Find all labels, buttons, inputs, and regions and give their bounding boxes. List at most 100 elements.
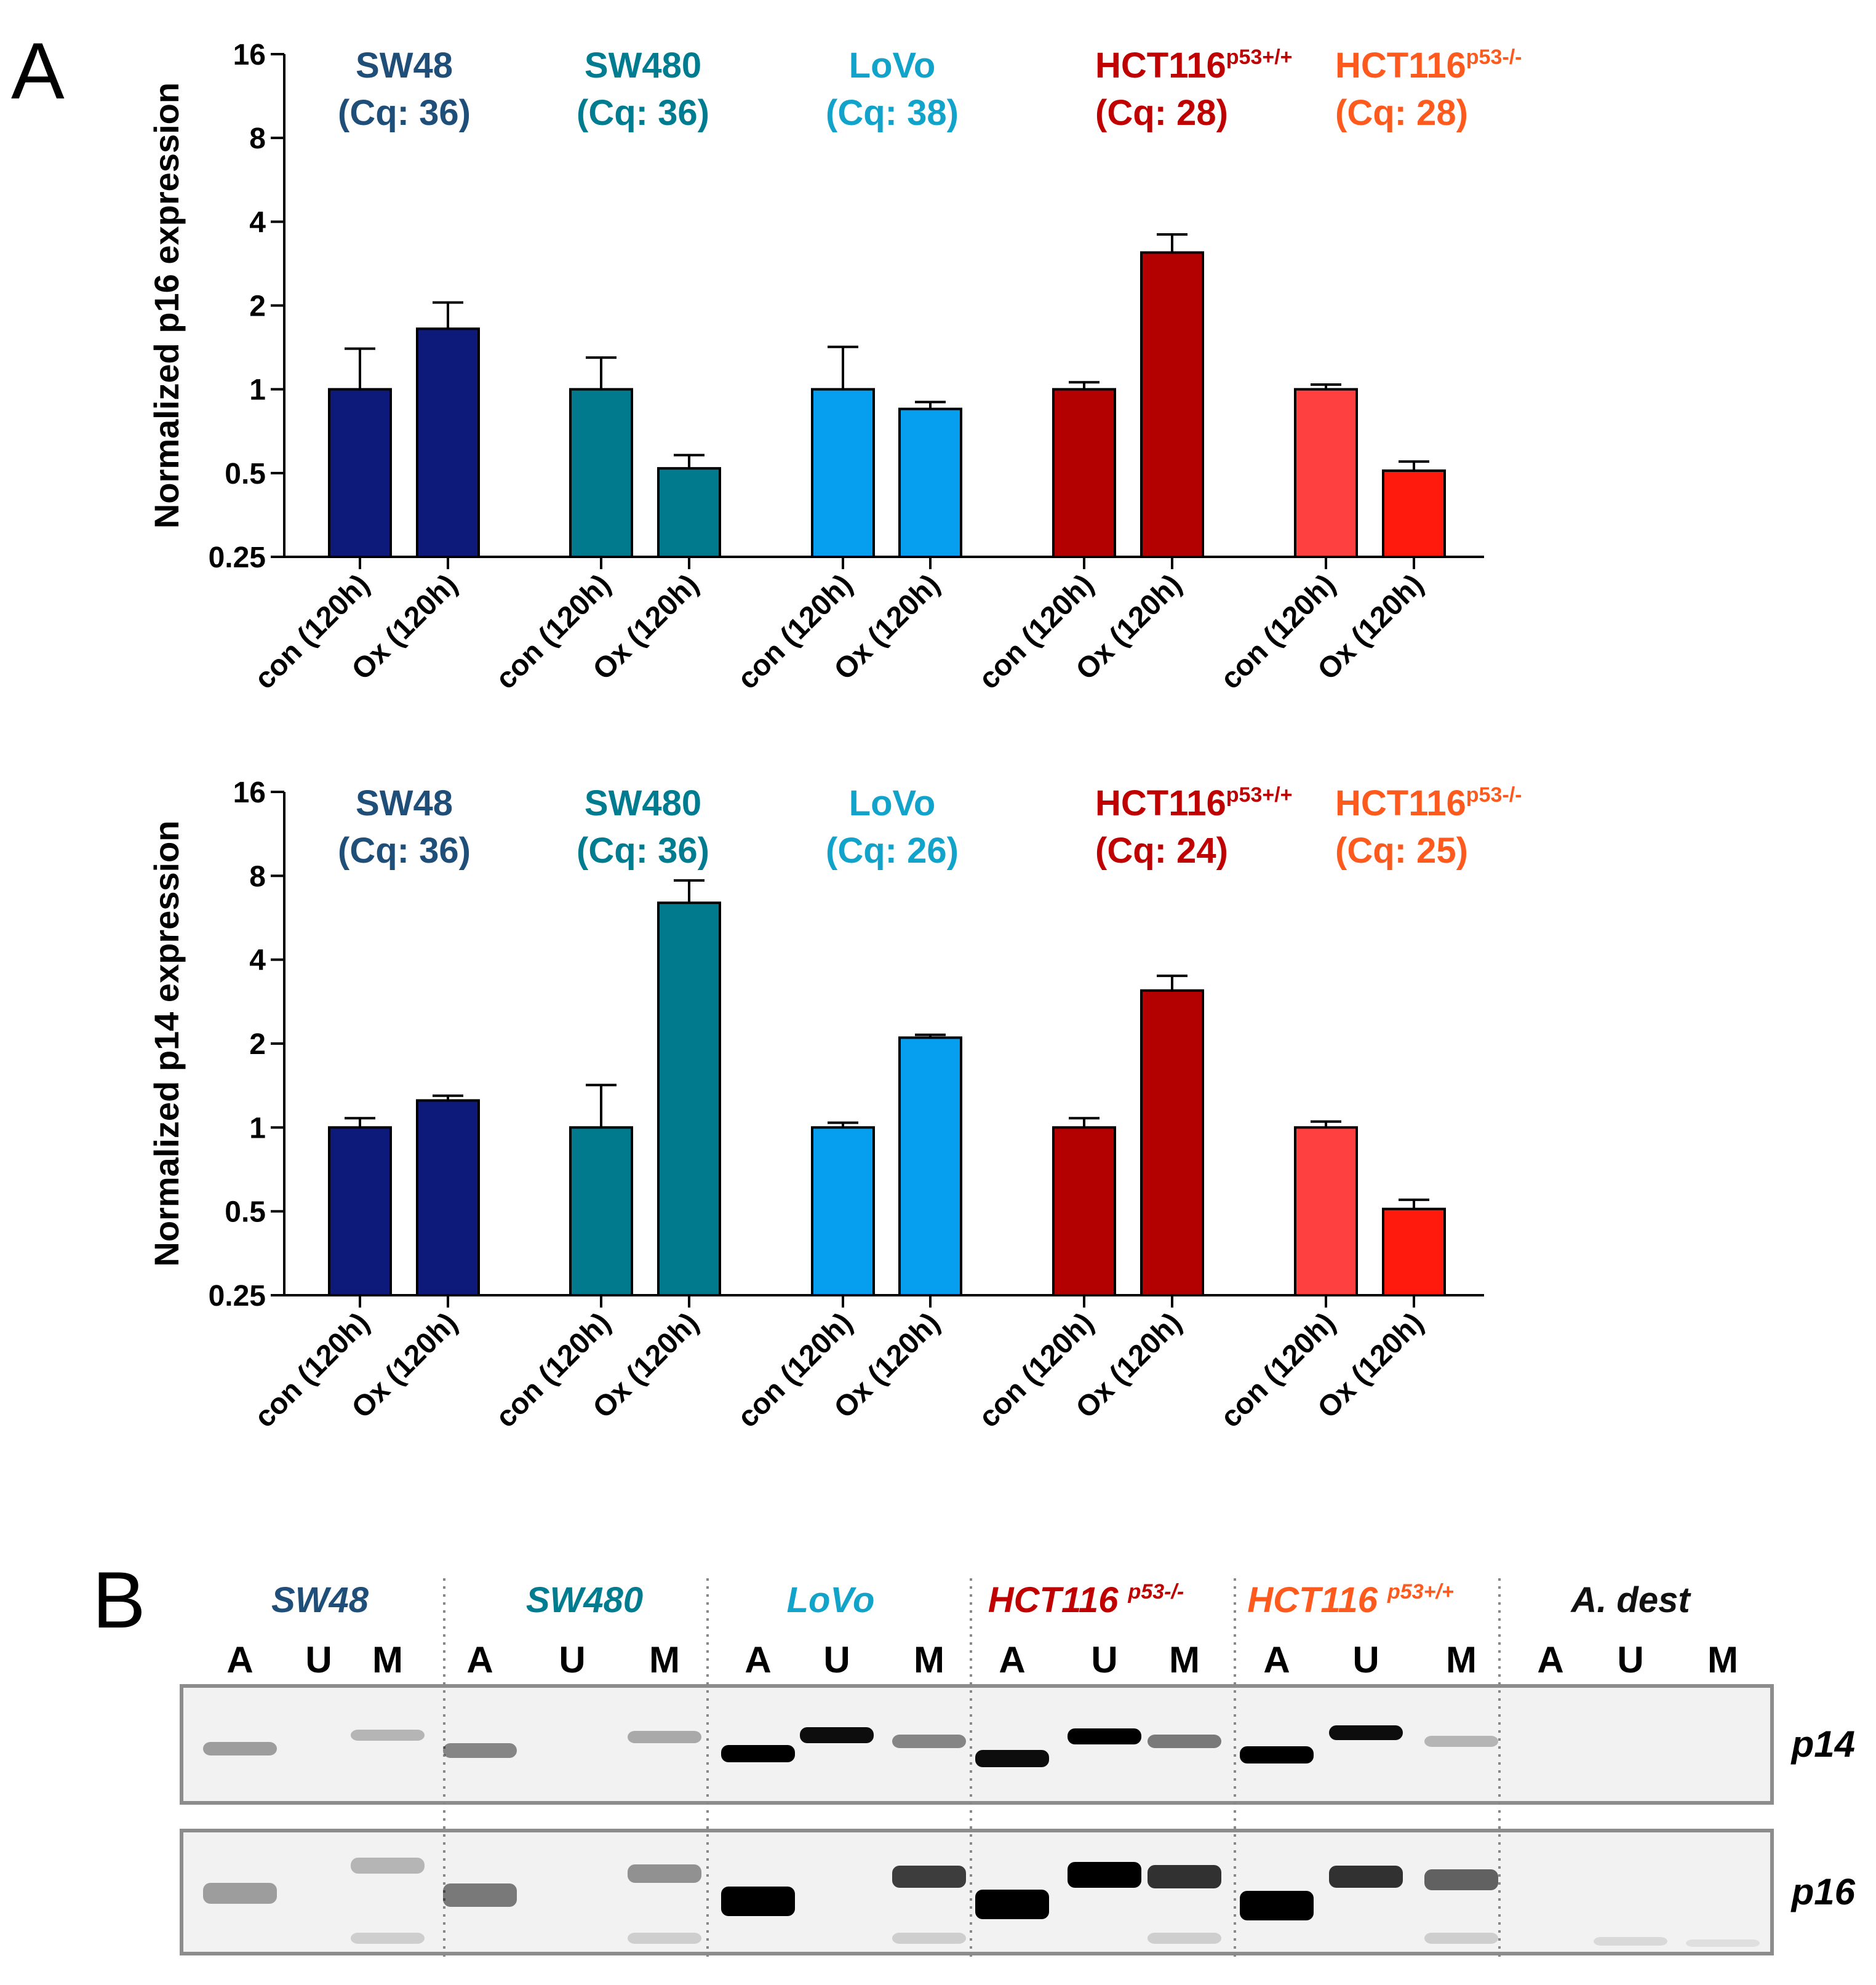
gel-lane-label: U xyxy=(823,1639,850,1680)
group-label: HCT116p53-/- xyxy=(1335,783,1522,823)
methylation-gel-panel: SW48 SW480 LoVo HCT116 p53-/- HCT116 p53+/+ A… xyxy=(180,1578,1856,1957)
panel-a-letter: A xyxy=(11,26,65,116)
gel-lane-label: A xyxy=(999,1639,1025,1680)
bar xyxy=(1382,469,1446,559)
gel-band xyxy=(975,1890,1049,1919)
gel-lane-label: M xyxy=(914,1639,944,1680)
bar xyxy=(1052,1126,1116,1297)
x-tick-label: con (120h) xyxy=(490,568,617,695)
bar xyxy=(328,1126,392,1297)
group-cq-label: (Cq: 28) xyxy=(1335,93,1468,133)
y-axis-label: Normalized p14 expression xyxy=(147,820,186,1266)
gel-group-label: SW48 xyxy=(271,1580,369,1620)
x-tick-label: con (120h) xyxy=(732,1306,859,1434)
gel-lane-label: M xyxy=(1169,1639,1200,1680)
gel-lane-label: A xyxy=(226,1639,253,1680)
y-tick-label: 1 xyxy=(249,374,266,407)
group-cq-label: (Cq: 28) xyxy=(1095,93,1228,133)
gel-band xyxy=(1594,1937,1667,1946)
bar xyxy=(1140,251,1204,558)
group-label: HCT116p53+/+ xyxy=(1095,783,1293,823)
gel-box xyxy=(180,1684,1774,1805)
gel-group-label: SW480 xyxy=(526,1580,643,1620)
gel-band xyxy=(1424,1736,1498,1747)
group-label: SW480 xyxy=(585,46,701,86)
group-label: LoVo xyxy=(849,783,936,823)
p14-expression-chart: Normalized p14 expression 0.25 0.5 1 2 4 8 16 co… xyxy=(147,777,1522,1434)
gel-band xyxy=(721,1745,795,1762)
group-label: LoVo xyxy=(849,46,936,86)
gel-lane-label: U xyxy=(305,1639,332,1680)
gel-lane-label: U xyxy=(1352,1639,1379,1680)
gel-gene-label: p14 xyxy=(1790,1723,1855,1765)
gel-group-label: HCT116 p53+/+ xyxy=(1247,1580,1454,1620)
bar xyxy=(1140,989,1204,1296)
x-tick-label: con (120h) xyxy=(732,568,859,695)
gel-group-superscript: p53+/+ xyxy=(1387,1580,1454,1604)
gel-band xyxy=(628,1731,701,1743)
group-cq-label: (Cq: 36) xyxy=(577,93,709,133)
gel-lane-label: U xyxy=(1617,1639,1643,1680)
bar xyxy=(569,1126,633,1297)
x-tick-label: con (120h) xyxy=(249,568,376,695)
gel-band xyxy=(351,1858,425,1874)
group-label-superscript: p53+/+ xyxy=(1226,46,1293,69)
gel-lane-label: A xyxy=(744,1639,771,1680)
gel-group-superscript: p53-/- xyxy=(1128,1580,1184,1604)
y-tick-label: 8 xyxy=(249,122,266,155)
group-cq-label: (Cq: 38) xyxy=(826,93,959,133)
gel-lane-label: A xyxy=(1537,1639,1563,1680)
gel-band xyxy=(628,1864,701,1883)
y-tick-label: 1 xyxy=(249,1112,266,1144)
group-label: SW48 xyxy=(356,783,453,823)
gel-band xyxy=(1329,1725,1403,1740)
gel-lane-label: M xyxy=(372,1639,403,1680)
x-tick-label: con (120h) xyxy=(973,568,1100,695)
gel-band xyxy=(892,1866,966,1888)
gel-band xyxy=(1329,1866,1403,1888)
x-tick-label: con (120h) xyxy=(973,1306,1100,1434)
group-label-superscript: p53+/+ xyxy=(1226,783,1293,807)
bar xyxy=(898,407,962,558)
p16-expression-chart: Normalized p16 expression 0.25 0.5 1 2 4 8 16 co… xyxy=(147,39,1522,696)
gel-lane-label: U xyxy=(1091,1639,1117,1680)
gel-band xyxy=(203,1883,277,1904)
group-cq-label: (Cq: 36) xyxy=(338,93,471,133)
bar xyxy=(898,1036,962,1296)
gel-group-label: HCT116 p53-/- xyxy=(988,1580,1184,1620)
bar xyxy=(1294,1126,1358,1297)
gel-band xyxy=(1424,1933,1498,1944)
bar xyxy=(569,388,633,559)
gel-band xyxy=(800,1727,874,1743)
group-cq-label: (Cq: 24) xyxy=(1095,831,1228,871)
y-tick-label: 4 xyxy=(249,206,266,239)
y-axis-label: Normalized p16 expression xyxy=(147,82,186,529)
gel-band xyxy=(1240,1891,1314,1920)
group-cq-label: (Cq: 26) xyxy=(826,831,959,871)
gel-band xyxy=(1240,1746,1314,1763)
gel-lane-label: M xyxy=(1707,1639,1738,1680)
group-cq-label: (Cq: 36) xyxy=(338,831,471,871)
group-label: HCT116p53-/- xyxy=(1335,46,1522,86)
gel-gene-label: p16 xyxy=(1790,1871,1856,1912)
gel-group-label: LoVo xyxy=(787,1580,875,1620)
bar xyxy=(657,901,721,1297)
gel-band xyxy=(1148,1933,1221,1944)
gel-band xyxy=(721,1887,795,1916)
gel-band xyxy=(1148,1865,1221,1888)
bar xyxy=(328,388,392,559)
y-tick-label: 4 xyxy=(249,945,266,977)
group-label: SW480 xyxy=(585,783,701,823)
y-tick-label: 2 xyxy=(249,290,266,323)
gel-lane-label: M xyxy=(1446,1639,1477,1680)
gel-band xyxy=(1686,1939,1760,1947)
gel-lane-label: A xyxy=(466,1639,493,1680)
bar xyxy=(1052,388,1116,559)
bar xyxy=(416,1099,480,1297)
y-tick-label: 16 xyxy=(233,777,266,809)
y-tick-label: 8 xyxy=(249,860,266,893)
gel-band xyxy=(203,1742,277,1755)
group-cq-label: (Cq: 25) xyxy=(1335,831,1468,871)
gel-lane-label: U xyxy=(559,1639,585,1680)
